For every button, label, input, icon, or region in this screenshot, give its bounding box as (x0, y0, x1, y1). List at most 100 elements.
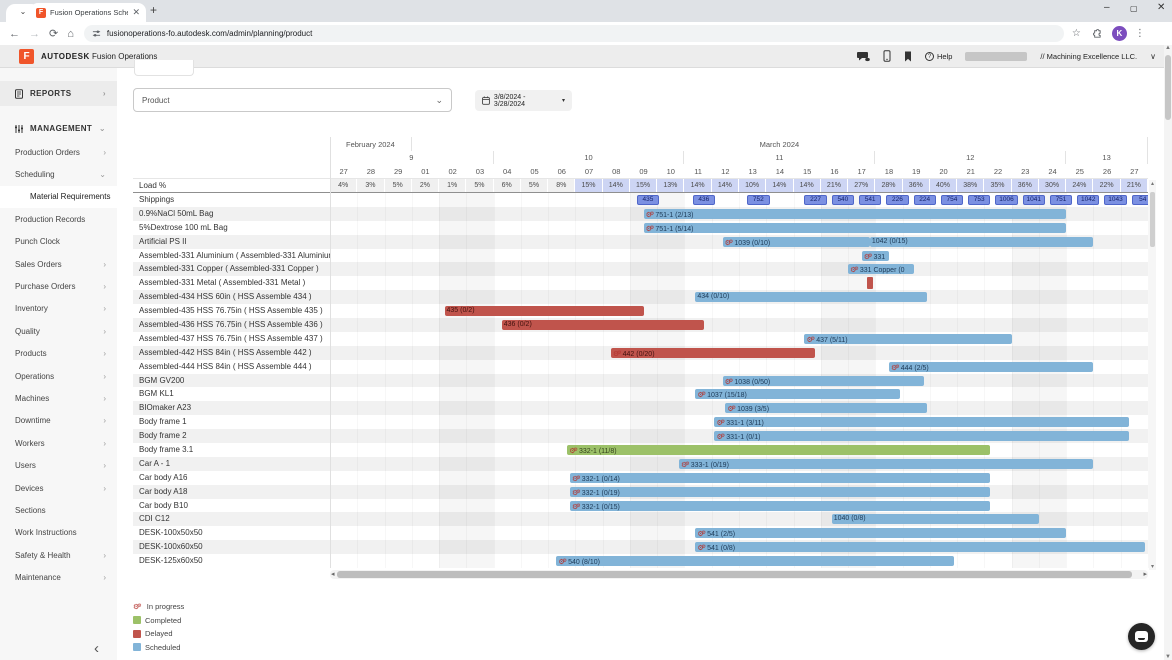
sidebar-item-production-records[interactable]: Production Records (0, 208, 117, 230)
scroll-down-icon[interactable]: ▾ (1150, 564, 1154, 570)
page-scrollbar[interactable]: ▲ ▼ (1164, 45, 1172, 660)
gantt-bar[interactable]: ⚙⚙1039 (3/5) (725, 403, 928, 414)
gantt-bar[interactable]: 436 (0/2) (501, 320, 704, 331)
window-close-button[interactable]: ✕ (1157, 2, 1166, 13)
tab-close-icon[interactable]: ✕ (132, 7, 140, 17)
help-button[interactable]: ? Help (924, 51, 952, 61)
shipment-chip[interactable]: 226 (886, 195, 909, 205)
forward-icon[interactable]: → (29, 27, 40, 40)
shipment-chip[interactable]: 753 (968, 195, 991, 205)
shipment-chip[interactable]: 1042 (1077, 195, 1100, 205)
back-icon[interactable]: ← (9, 27, 20, 40)
gantt-bar[interactable]: ⚙⚙1039 (0/10) (722, 236, 870, 247)
sidebar-item-machines[interactable]: Machines › (0, 387, 117, 409)
gantt-bar[interactable]: ⚙⚙541 (2/5) (695, 528, 1067, 539)
gantt-bar[interactable]: ⚙⚙751-1 (5/14) (643, 222, 1067, 233)
shipment-chip[interactable]: 1006 (995, 195, 1018, 205)
gantt-bar[interactable]: ⚙⚙1037 (15/18) (695, 389, 900, 400)
scroll-left-icon[interactable]: ◂ (331, 571, 335, 578)
product-filter-select[interactable]: Product ⌄ (133, 88, 452, 112)
site-settings-icon[interactable] (92, 29, 101, 38)
extensions-icon[interactable] (1091, 28, 1102, 39)
sidebar-collapse-button[interactable]: ‹ (94, 640, 99, 657)
new-tab-button[interactable]: + (150, 3, 158, 17)
sidebar-section-reports[interactable]: REPORTS › (0, 81, 117, 106)
sidebar-item-products[interactable]: Products › (0, 343, 117, 365)
browser-menu-icon[interactable]: ⋮ (1134, 28, 1145, 39)
sidebar-item-maintenance[interactable]: Maintenance › (0, 566, 117, 588)
gantt-bar[interactable]: ⚙⚙332-1 (0/14) (569, 472, 990, 483)
scroll-up-icon[interactable]: ▴ (1150, 181, 1154, 187)
gantt-bar[interactable]: ⚙⚙437 (5/11) (804, 333, 1012, 344)
shipment-chip[interactable]: 54 (1131, 195, 1148, 205)
sidebar-item-workers[interactable]: Workers › (0, 432, 117, 454)
gantt-hscroll-thumb[interactable] (337, 571, 1132, 578)
gantt-bar[interactable]: ⚙⚙332-1 (11/8) (567, 445, 990, 456)
gantt-bar[interactable]: 1042 (0/15) (869, 236, 1094, 247)
sidebar-item-sections[interactable]: Sections (0, 499, 117, 521)
gantt-bar[interactable]: ⚙⚙1038 (0/50) (722, 375, 925, 386)
gantt-horizontal-scrollbar[interactable]: ◂ ▸ (330, 570, 1148, 579)
gantt-bar[interactable]: ⚙⚙541 (0/8) (695, 542, 1146, 553)
browser-tab[interactable]: F Fusion Operations Scheduling ✕ (30, 3, 146, 22)
gantt-vertical-scrollbar[interactable]: ▴ ▾ (1149, 180, 1156, 570)
gantt-bar[interactable]: ⚙⚙331-1 (3/11) (714, 417, 1129, 428)
sidebar-item-safety-health[interactable]: Safety & Health › (0, 544, 117, 566)
reload-icon[interactable]: ⟳ (49, 28, 59, 40)
chat-icon[interactable] (856, 51, 870, 62)
sidebar-item-devices[interactable]: Devices › (0, 477, 117, 499)
sidebar-item-material-requirements[interactable]: Material Requirements (0, 185, 117, 209)
shipment-chip[interactable]: 224 (913, 195, 936, 205)
page-scroll-thumb[interactable] (1165, 55, 1171, 120)
sidebar-item-production-orders[interactable]: Production Orders › (0, 141, 117, 163)
shipment-chip[interactable]: 754 (940, 195, 964, 205)
profile-avatar[interactable]: K (1111, 26, 1127, 41)
sidebar-item-sales-orders[interactable]: Sales Orders › (0, 253, 117, 275)
sidebar-item-users[interactable]: Users › (0, 454, 117, 476)
home-icon[interactable]: ⌂ (67, 27, 74, 40)
shipment-chip[interactable]: 752 (747, 195, 770, 205)
gantt-bar[interactable]: ⚙⚙442 (0/20) (610, 347, 816, 358)
gantt-bar[interactable]: 434 (0/10) (695, 292, 928, 303)
page-scroll-down-icon[interactable]: ▼ (1165, 654, 1171, 660)
page-scroll-up-icon[interactable]: ▲ (1165, 45, 1171, 51)
shipment-chip[interactable]: 227 (804, 195, 827, 205)
sidebar-section-management[interactable]: MANAGEMENT ⌄ (0, 116, 117, 141)
gantt-bar[interactable]: ⚙⚙331 (861, 250, 889, 261)
gantt-bar[interactable]: ⚙⚙332-1 (0/15) (569, 500, 990, 511)
sidebar-item-work-instructions[interactable]: Work Instructions (0, 522, 117, 544)
shipment-chip[interactable]: 1041 (1022, 195, 1045, 205)
shipment-chip[interactable]: 540 (831, 195, 855, 205)
gantt-bar[interactable]: ⚙⚙540 (8/10) (556, 556, 955, 567)
mobile-device-icon[interactable] (883, 50, 891, 62)
shipment-chip[interactable]: 751 (1049, 195, 1073, 205)
chat-launcher-button[interactable] (1128, 623, 1155, 650)
scroll-right-icon[interactable]: ▸ (1143, 571, 1147, 578)
shipment-chip[interactable]: 1043 (1104, 195, 1127, 205)
url-field[interactable]: fusionoperations-fo.autodesk.com/admin/p… (83, 25, 1064, 42)
gantt-bar[interactable]: ⚙⚙333-1 (0/19) (679, 458, 1094, 469)
gantt-vscroll-thumb[interactable] (1150, 192, 1155, 247)
gantt-bar[interactable]: ⚙⚙444 (2/5) (888, 361, 1094, 372)
gantt-bar[interactable]: ⚙⚙751-1 (2/13) (643, 208, 1067, 219)
shipment-chip[interactable]: 435 (636, 195, 660, 205)
sidebar-item-inventory[interactable]: Inventory › (0, 298, 117, 320)
sidebar-item-punch-clock[interactable]: Punch Clock (0, 231, 117, 253)
date-range-button[interactable]: 3/8/2024 - 3/28/2024 ▾ (475, 90, 572, 111)
account-chevron-down-icon[interactable]: ∨ (1150, 51, 1156, 61)
bookmark-icon[interactable] (904, 51, 912, 62)
sidebar-item-quality[interactable]: Quality › (0, 320, 117, 342)
sidebar-item-purchase-orders[interactable]: Purchase Orders › (0, 275, 117, 297)
window-restore-button[interactable]: ▢ (1130, 4, 1138, 13)
gantt-bar[interactable]: ⚙⚙331 Copper (0 (848, 264, 914, 275)
shipment-chip[interactable]: 436 (692, 195, 715, 205)
sidebar-item-operations[interactable]: Operations › (0, 365, 117, 387)
gantt-bar[interactable] (867, 277, 873, 290)
bookmark-star-icon[interactable]: ☆ (1071, 28, 1081, 39)
window-minimize-button[interactable]: – (1104, 2, 1110, 13)
sidebar-item-downtime[interactable]: Downtime › (0, 410, 117, 432)
gantt-bar[interactable]: 1040 (0/8) (831, 514, 1039, 525)
sidebar-item-scheduling[interactable]: Scheduling ⌄ (0, 163, 117, 185)
shipment-chip[interactable]: 541 (858, 195, 882, 205)
gantt-bar[interactable]: ⚙⚙331-1 (0/1) (714, 431, 1129, 442)
